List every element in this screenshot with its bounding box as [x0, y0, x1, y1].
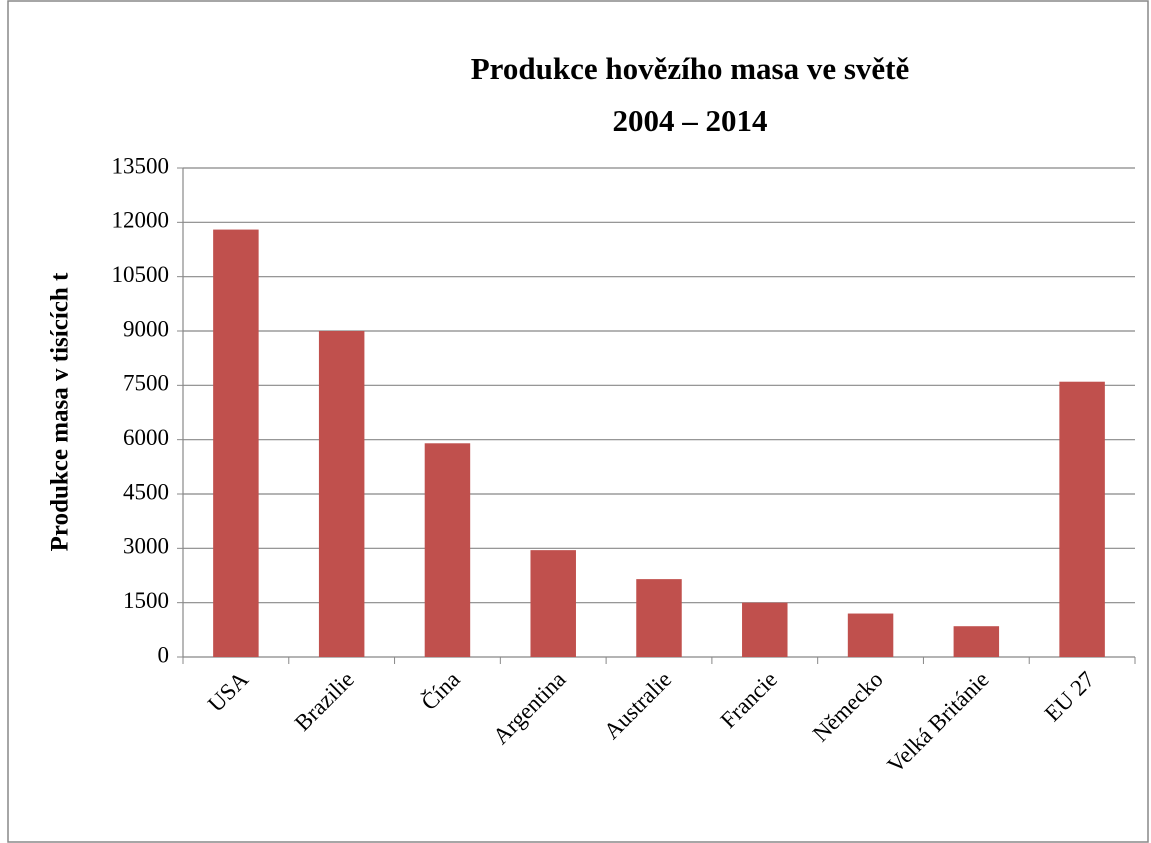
- y-tick-label: 4500: [123, 479, 169, 504]
- y-tick-label: 6000: [123, 425, 169, 450]
- y-tick-label: 13500: [112, 153, 170, 178]
- y-tick-label: 3000: [123, 534, 169, 559]
- chart-title: 2004 – 2014: [613, 103, 768, 138]
- y-axis-label: Produkce masa v tisících t: [47, 272, 74, 551]
- bar: [953, 626, 1000, 657]
- y-tick-label: 7500: [123, 371, 169, 396]
- x-tick-label: Francie: [716, 667, 782, 733]
- x-tick-label: Brazilie: [290, 667, 359, 736]
- y-tick-label: 1500: [123, 588, 169, 613]
- bar: [213, 229, 259, 658]
- bar: [530, 550, 576, 657]
- bar: [636, 579, 682, 657]
- x-tick-label: Velká Británie: [882, 667, 993, 778]
- bar: [847, 613, 894, 657]
- y-tick-label: 9000: [123, 316, 169, 341]
- x-tick-label: Australie: [599, 667, 676, 744]
- bar: [424, 443, 471, 657]
- bar: [742, 602, 788, 657]
- x-tick-label: USA: [203, 666, 253, 716]
- chart-title: Produkce hovězího masa ve světě: [471, 51, 910, 86]
- bar: [318, 331, 365, 657]
- bar: [1059, 381, 1105, 657]
- x-tick-label: Německo: [808, 667, 888, 747]
- y-tick-label: 10500: [112, 262, 170, 287]
- y-tick-label: 0: [158, 642, 170, 667]
- x-tick-label: EU 27: [1040, 667, 1100, 727]
- x-tick-label: Čína: [416, 666, 465, 715]
- x-tick-label: Argentina: [488, 667, 570, 749]
- chart-border: [7, 0, 1149, 843]
- y-tick-label: 12000: [112, 208, 170, 233]
